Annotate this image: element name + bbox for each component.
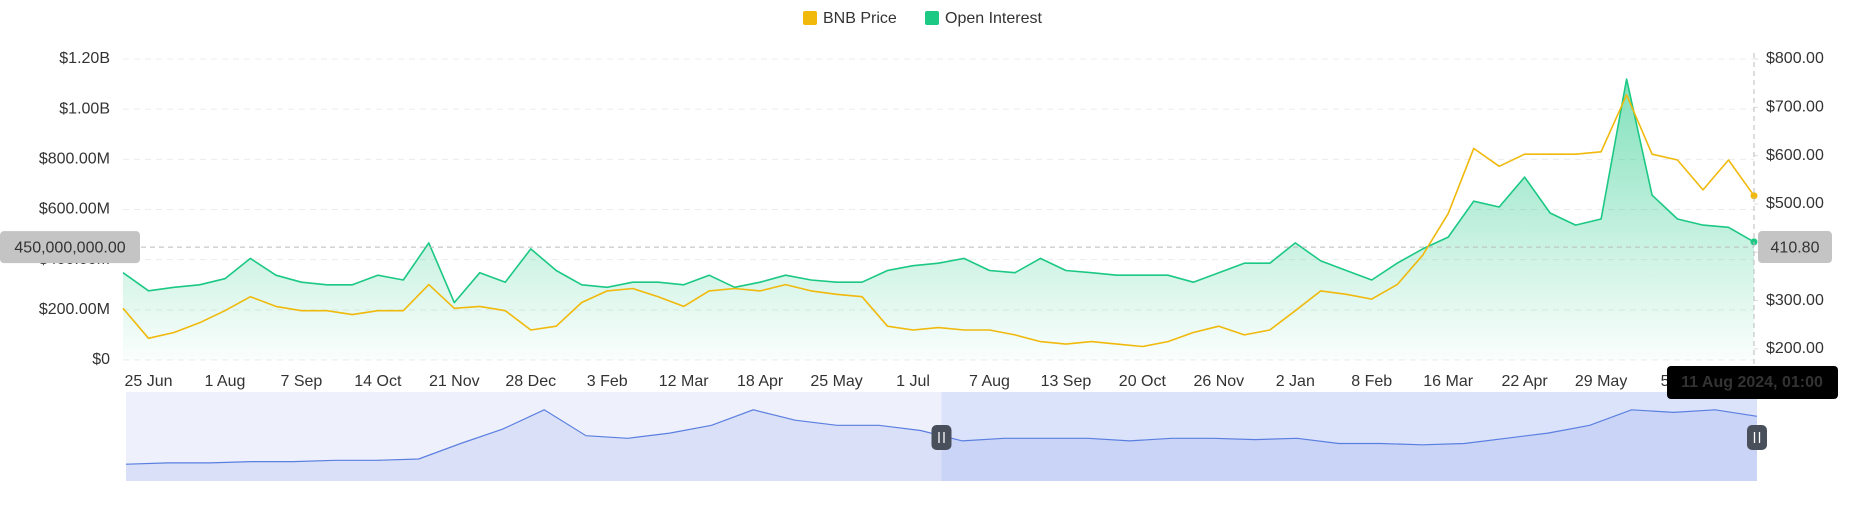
y2-tick-label: $700.00 <box>1766 99 1824 116</box>
y2-tick-label: $200.00 <box>1766 340 1824 357</box>
x-tick-label: 13 Sep <box>1041 373 1092 390</box>
y-tick-label: $200.00M <box>39 301 110 318</box>
navigator-handle[interactable] <box>1747 425 1767 450</box>
x-tick-label: 7 Aug <box>969 373 1010 390</box>
line <box>122 94 1755 348</box>
line <box>122 78 1755 304</box>
end-dot <box>1750 192 1758 200</box>
crosshair-y-box <box>0 231 140 264</box>
handle-body <box>931 425 952 450</box>
y2-tick-label: $600.00 <box>1766 147 1824 164</box>
y2-tick-label: $800.00 <box>1766 50 1824 67</box>
legend-swatch <box>925 11 939 25</box>
y-tick-label: $1.00B <box>59 100 110 117</box>
x-tick-label: 28 Dec <box>505 373 556 390</box>
x-tick-label: 25 May <box>810 373 862 390</box>
end-dot <box>1750 238 1758 246</box>
y-tick-label: $600.00M <box>39 201 110 218</box>
crosshair-x-box <box>1667 366 1838 399</box>
y2-tick-label: $500.00 <box>1766 195 1824 212</box>
navigator-selection <box>941 392 1757 481</box>
x-tick-label: 12 Mar <box>659 373 709 390</box>
x-tick-label: 20 Oct <box>1119 373 1167 390</box>
legend-label: BNB Price <box>823 10 897 27</box>
x-tick-label: 14 Oct <box>354 373 402 390</box>
y2-tick-label: $300.00 <box>1766 292 1824 309</box>
x-tick-label: 7 Sep <box>280 373 322 390</box>
y-tick-label: $1.20B <box>59 50 110 67</box>
navigator-handle[interactable] <box>931 425 952 450</box>
x-tick-label: 29 May <box>1575 373 1627 390</box>
x-tick-label: 2 Jan <box>1276 373 1315 390</box>
x-tick-label: 26 Nov <box>1193 373 1244 390</box>
x-tick-label: 25 Jun <box>124 373 172 390</box>
legend-label: Open Interest <box>945 10 1043 27</box>
x-tick-label: 21 Nov <box>429 373 480 390</box>
legend: BNB Price Open Interest <box>803 10 1043 27</box>
area <box>123 79 1754 360</box>
x-tick-label: 22 Apr <box>1502 373 1549 390</box>
legend-swatch <box>803 11 817 25</box>
x-tick-label: 8 Feb <box>1351 373 1392 390</box>
crosshair-y2-label: 410.80 <box>1771 239 1820 256</box>
crosshair-y-label: 450,000,000.00 <box>14 239 125 256</box>
y-tick-label: $800.00M <box>39 151 110 168</box>
handle-body <box>1747 425 1767 450</box>
x-tick-label: 18 Apr <box>737 373 784 390</box>
y-tick-label: $0 <box>92 351 110 368</box>
crosshair-x-label: 11 Aug 2024, 01:00 <box>1681 374 1823 391</box>
x-tick-label: 1 Jul <box>896 373 930 390</box>
crosshair-y2-box <box>1758 231 1832 264</box>
x-tick-label: 1 Aug <box>204 373 245 390</box>
x-tick-label: 3 Feb <box>587 373 628 390</box>
x-tick-label: 16 Mar <box>1423 373 1473 390</box>
